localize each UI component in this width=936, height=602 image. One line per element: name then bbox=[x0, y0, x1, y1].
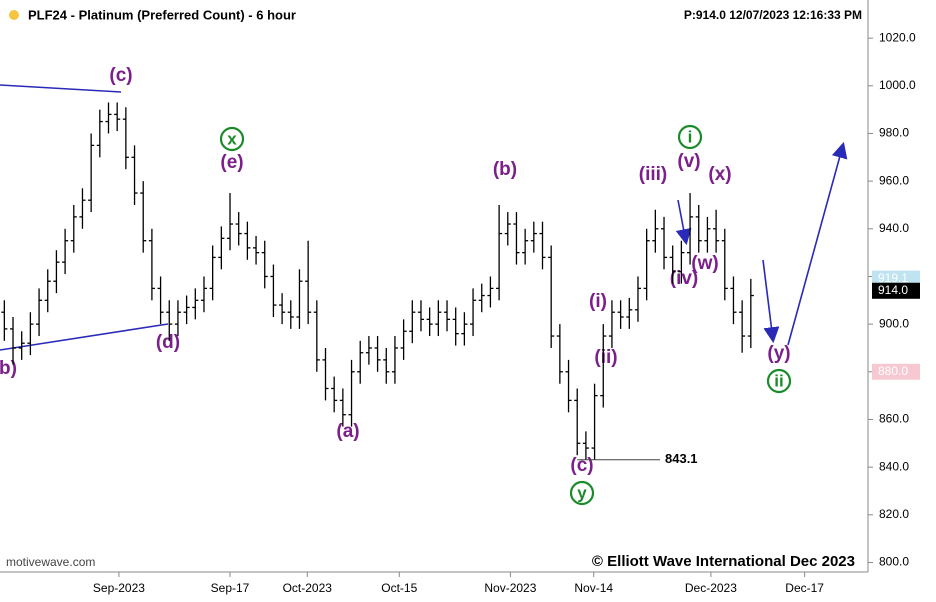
x-tick-label: Nov-14 bbox=[574, 581, 613, 595]
wave-circle bbox=[677, 124, 703, 150]
wave-label: (i) bbox=[589, 291, 607, 312]
x-tick-label: Sep-17 bbox=[211, 581, 250, 595]
y-tick-label: 940.0 bbox=[879, 221, 909, 235]
wave-label: x bbox=[227, 129, 237, 148]
y-tick-label: 980.0 bbox=[879, 126, 909, 140]
arrow bbox=[787, 141, 848, 346]
wave-label: (iv) bbox=[670, 268, 699, 289]
y-tick-label: 820.0 bbox=[879, 507, 909, 521]
wave-label: (w) bbox=[691, 253, 718, 274]
price-tag bbox=[872, 270, 920, 287]
x-tick-label: Oct-2023 bbox=[283, 581, 333, 595]
x-tick-label: Sep-2023 bbox=[93, 581, 145, 595]
price-tag bbox=[872, 282, 920, 299]
wave-label: ii bbox=[774, 371, 783, 390]
x-tick-label: Dec-2023 bbox=[685, 581, 737, 595]
wave-circle bbox=[766, 368, 792, 394]
wave-label: (a) bbox=[336, 421, 359, 442]
y-tick-label: 840.0 bbox=[879, 459, 909, 473]
arrow bbox=[762, 259, 780, 344]
wave-label: (b) bbox=[493, 159, 517, 180]
wave-label: (iii) bbox=[639, 164, 668, 185]
y-tick-label: 900.0 bbox=[879, 316, 909, 330]
status-dot bbox=[9, 10, 19, 20]
wave-label: (d) bbox=[156, 332, 180, 353]
wave-circle bbox=[219, 126, 245, 152]
y-tick-label: 860.0 bbox=[879, 412, 909, 426]
wave-label: (c) bbox=[570, 455, 593, 476]
y-tick-label: 1020.0 bbox=[879, 30, 916, 44]
wave-label: b) bbox=[0, 358, 17, 379]
price-tag-label: 919.1 bbox=[878, 271, 908, 285]
y-tick-label: 1000.0 bbox=[879, 78, 916, 92]
chart-title: PLF24 - Platinum (Preferred Count) - 6 h… bbox=[28, 7, 296, 22]
wave-label: y bbox=[577, 483, 587, 502]
wave-label: (e) bbox=[220, 152, 243, 173]
copyright: © Elliott Wave International Dec 2023 bbox=[592, 553, 855, 570]
x-tick-label: Nov-2023 bbox=[484, 581, 536, 595]
y-tick-label: 960.0 bbox=[879, 173, 909, 187]
price-tag bbox=[872, 363, 920, 380]
price-tag-label: 880.0 bbox=[878, 364, 908, 378]
y-tick-label: 800.0 bbox=[879, 555, 909, 569]
wave-label: (y) bbox=[767, 343, 790, 364]
price-tag-label: 914.0 bbox=[878, 283, 908, 297]
wave-circle bbox=[569, 480, 595, 506]
low-label: 843.1 bbox=[665, 451, 698, 466]
wave-labels: (c) b) (d) (e) x (a) (b) (c) y (i) (ii) … bbox=[0, 65, 792, 506]
x-tick-label: Oct-15 bbox=[381, 581, 417, 595]
source: motivewave.com bbox=[6, 555, 95, 569]
wave-label: (c) bbox=[109, 65, 132, 86]
arrow bbox=[675, 199, 692, 246]
trendline bbox=[0, 84, 122, 93]
wave-label: (x) bbox=[708, 164, 731, 185]
wave-label: (v) bbox=[677, 151, 700, 172]
trendline bbox=[0, 323, 169, 351]
wave-label: (ii) bbox=[594, 347, 617, 368]
x-tick-label: Dec-17 bbox=[785, 581, 824, 595]
status: P:914.0 12/07/2023 12:16:33 PM bbox=[684, 8, 862, 22]
wave-label: i bbox=[688, 127, 693, 146]
